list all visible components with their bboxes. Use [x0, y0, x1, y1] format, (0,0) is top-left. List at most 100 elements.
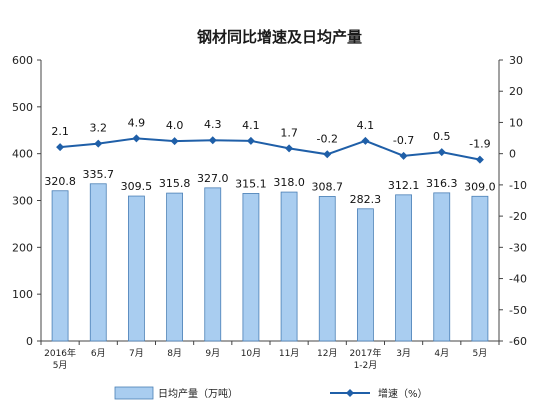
- y-right-tick-label: -40: [509, 273, 527, 286]
- x-tick-label: 4月: [434, 348, 449, 359]
- line-value-label: 0.5: [433, 130, 451, 143]
- y-left-tick-label: 100: [12, 288, 33, 301]
- bar: [280, 191, 298, 342]
- legend-bar-label: 日均产量（万吨）: [158, 387, 238, 400]
- y-right-tick-label: -10: [509, 179, 527, 192]
- line-value-label: -0.7: [393, 134, 414, 147]
- bar: [204, 187, 222, 342]
- x-tick-label-line: 8月: [167, 348, 182, 359]
- x-tick-label: 10月: [241, 348, 261, 359]
- line-value-label: 4.9: [128, 116, 146, 129]
- legend-line-label: 增速（%）: [378, 387, 428, 400]
- y-left-tick-label: 600: [12, 54, 33, 67]
- data-labels: 320.8 335.7 309.5 315.8 327.0 315.1 318.0 308.7…: [44, 116, 495, 205]
- line-point-marker: [437, 148, 446, 157]
- chart-axes: 0 100 200 300 400 500 600 -60 -50 -40 -30 -20 -10 0 10…: [12, 54, 527, 371]
- bar-value-label: 309.0: [464, 180, 496, 193]
- bar: [166, 192, 183, 342]
- line-point-marker: [475, 155, 484, 164]
- legend-line-marker: [346, 389, 354, 397]
- bar-value-label: 318.0: [273, 176, 305, 189]
- y-left-tick-label: 500: [12, 101, 33, 114]
- legend: 日均产量（万吨） 增速（%）: [114, 386, 428, 400]
- bar: [128, 195, 145, 342]
- bar-series: [51, 183, 489, 342]
- y-left-tick-label: 300: [12, 195, 33, 208]
- line-value-label: 4.1: [357, 119, 375, 132]
- y-right-tick-label: 30: [509, 54, 523, 67]
- bar: [242, 193, 260, 342]
- y-right-tick-label: 10: [509, 116, 523, 129]
- x-tick-label: 7月: [129, 348, 144, 359]
- line-point-marker: [208, 136, 217, 145]
- line-point-marker: [246, 136, 255, 145]
- bar-value-label: 282.3: [350, 193, 382, 206]
- x-tick-label-line: 9月: [205, 348, 220, 359]
- y-right-tick-label: -30: [509, 241, 527, 254]
- bar-value-label: 315.1: [235, 177, 267, 190]
- growth-line: [59, 137, 481, 161]
- bar: [51, 190, 69, 342]
- x-tick-label-line: 10月: [241, 348, 261, 359]
- y-left-tick-label: 400: [12, 148, 33, 161]
- bar-value-label: 312.1: [388, 179, 420, 192]
- bar-value-label: 309.5: [121, 180, 153, 193]
- bar: [395, 194, 412, 342]
- bar-value-label: 316.3: [426, 177, 458, 190]
- x-tick-label-line: 5月: [473, 348, 488, 359]
- x-tick-label: 12月: [317, 348, 337, 359]
- bar: [357, 208, 374, 342]
- x-tick-label-line: 3月: [396, 348, 411, 359]
- line-value-label: -1.9: [469, 138, 490, 151]
- x-tick-label-line: 1-2月: [354, 360, 378, 371]
- line-point-marker: [399, 151, 408, 160]
- x-tick-label: 9月: [205, 348, 220, 359]
- y-right-tick-label: -50: [509, 304, 527, 317]
- line-point-marker: [285, 144, 294, 153]
- chart-title: 钢材同比增速及日均产量: [196, 28, 362, 46]
- bar: [89, 183, 107, 342]
- x-tick-label-line: 2017年: [349, 347, 381, 359]
- line-point-marker: [56, 143, 65, 152]
- line-point-marker: [361, 136, 370, 145]
- x-tick-label-line: 7月: [129, 348, 144, 359]
- x-tick-label-line: 2016年: [44, 347, 76, 359]
- line-value-label: 2.1: [51, 125, 69, 138]
- bar-value-label: 308.7: [312, 180, 344, 193]
- x-tick-label: 8月: [167, 348, 182, 359]
- x-tick-label: 2017年 1-2月: [349, 347, 381, 371]
- x-tick-label-line: 12月: [317, 348, 337, 359]
- line-series: [56, 134, 484, 164]
- x-tick-label: 11月: [279, 348, 299, 359]
- bar: [433, 192, 451, 342]
- x-tick-label: 6月: [91, 348, 106, 359]
- x-tick-label: 5月: [473, 348, 488, 359]
- y-left-tick-label: 0: [26, 335, 33, 348]
- x-tick-label-line: 6月: [91, 348, 106, 359]
- line-point-marker: [170, 137, 179, 146]
- y-right-tick-label: -20: [509, 210, 527, 223]
- bar-value-label: 320.8: [44, 175, 76, 188]
- y-right-tick-label: 0: [509, 148, 516, 161]
- line-value-label: -0.2: [317, 132, 338, 145]
- line-value-label: 1.7: [280, 126, 298, 139]
- line-point-marker: [132, 134, 141, 143]
- x-tick-label: 3月: [396, 348, 411, 359]
- bar-value-label: 315.8: [159, 177, 191, 190]
- legend-bar-swatch: [114, 386, 154, 400]
- line-value-label: 4.1: [242, 119, 260, 132]
- bar-value-label: 327.0: [197, 172, 229, 185]
- x-tick-label-line: 5月: [53, 360, 68, 371]
- line-value-label: 4.0: [166, 119, 184, 132]
- bar: [318, 196, 336, 342]
- x-tick-label-line: 11月: [279, 348, 299, 359]
- line-point-marker: [94, 139, 103, 148]
- line-value-label: 4.3: [204, 118, 222, 131]
- line-value-label: 3.2: [90, 122, 108, 135]
- bar: [471, 195, 489, 342]
- line-point-marker: [323, 150, 332, 159]
- x-tick-label-line: 4月: [434, 348, 449, 359]
- bar-value-label: 335.7: [83, 168, 115, 181]
- y-left-tick-label: 200: [12, 241, 33, 254]
